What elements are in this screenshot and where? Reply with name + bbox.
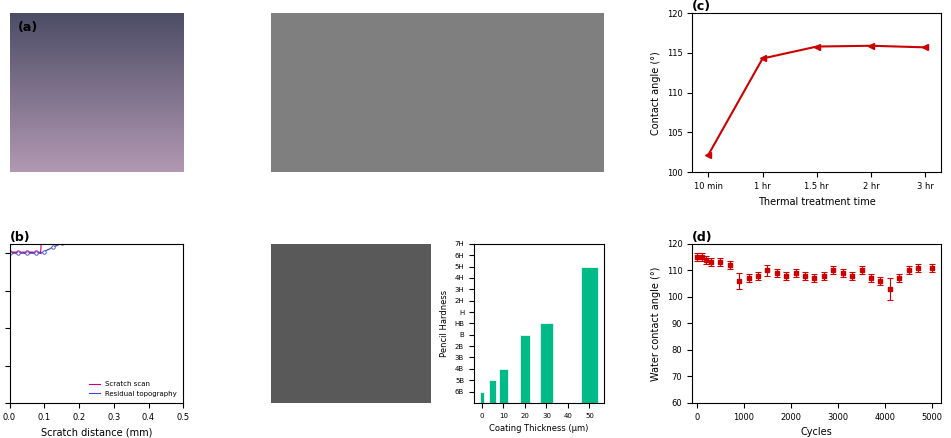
Text: (d): (d): [692, 231, 712, 244]
Residual topography: [83, 233, 94, 239]
X-axis label: Thermal treatment time: Thermal treatment time: [758, 197, 876, 207]
Scratch scan: [49, 175, 60, 180]
Y-axis label: Water contact angle (°): Water contact angle (°): [651, 266, 661, 381]
X-axis label: Cycles: Cycles: [801, 427, 833, 437]
Line: Scratch scan: Scratch scan: [10, 121, 184, 253]
Text: (a): (a): [18, 21, 38, 34]
Scratch scan: [83, 120, 94, 126]
Residual topography: [35, 251, 47, 256]
Scratch scan: [4, 250, 15, 255]
Y-axis label: Pencil Hardness: Pencil Hardness: [439, 290, 449, 357]
Bar: [581, 267, 598, 403]
Residual topography: [4, 251, 15, 256]
Scratch scan: [135, 120, 146, 126]
Legend: Scratch scan, Residual topography: Scratch scan, Residual topography: [87, 378, 180, 399]
Residual topography: [166, 232, 178, 237]
X-axis label: Coating Thickness (μm): Coating Thickness (μm): [489, 424, 589, 433]
Bar: [540, 323, 553, 403]
Scratch scan: [141, 118, 152, 124]
Residual topography: [120, 233, 131, 238]
Scratch scan: [120, 120, 131, 126]
Bar: [519, 335, 531, 403]
Residual topography: [135, 232, 146, 237]
Residual topography: [19, 251, 30, 256]
X-axis label: Scratch distance (mm): Scratch distance (mm): [41, 427, 152, 437]
Scratch scan: [107, 122, 118, 127]
Residual topography: [107, 233, 118, 238]
Scratch scan: [35, 250, 47, 255]
Text: (b): (b): [10, 231, 30, 244]
Residual topography: [49, 244, 60, 250]
Bar: [499, 369, 508, 403]
Bar: [490, 380, 495, 403]
Scratch scan: [178, 120, 189, 125]
Y-axis label: Contact angle (°): Contact angle (°): [651, 51, 661, 134]
Text: (c): (c): [692, 0, 711, 13]
Line: Residual topography: Residual topography: [10, 234, 184, 254]
Scratch scan: [34, 250, 46, 255]
Residual topography: [178, 234, 189, 239]
Bar: [479, 392, 484, 403]
